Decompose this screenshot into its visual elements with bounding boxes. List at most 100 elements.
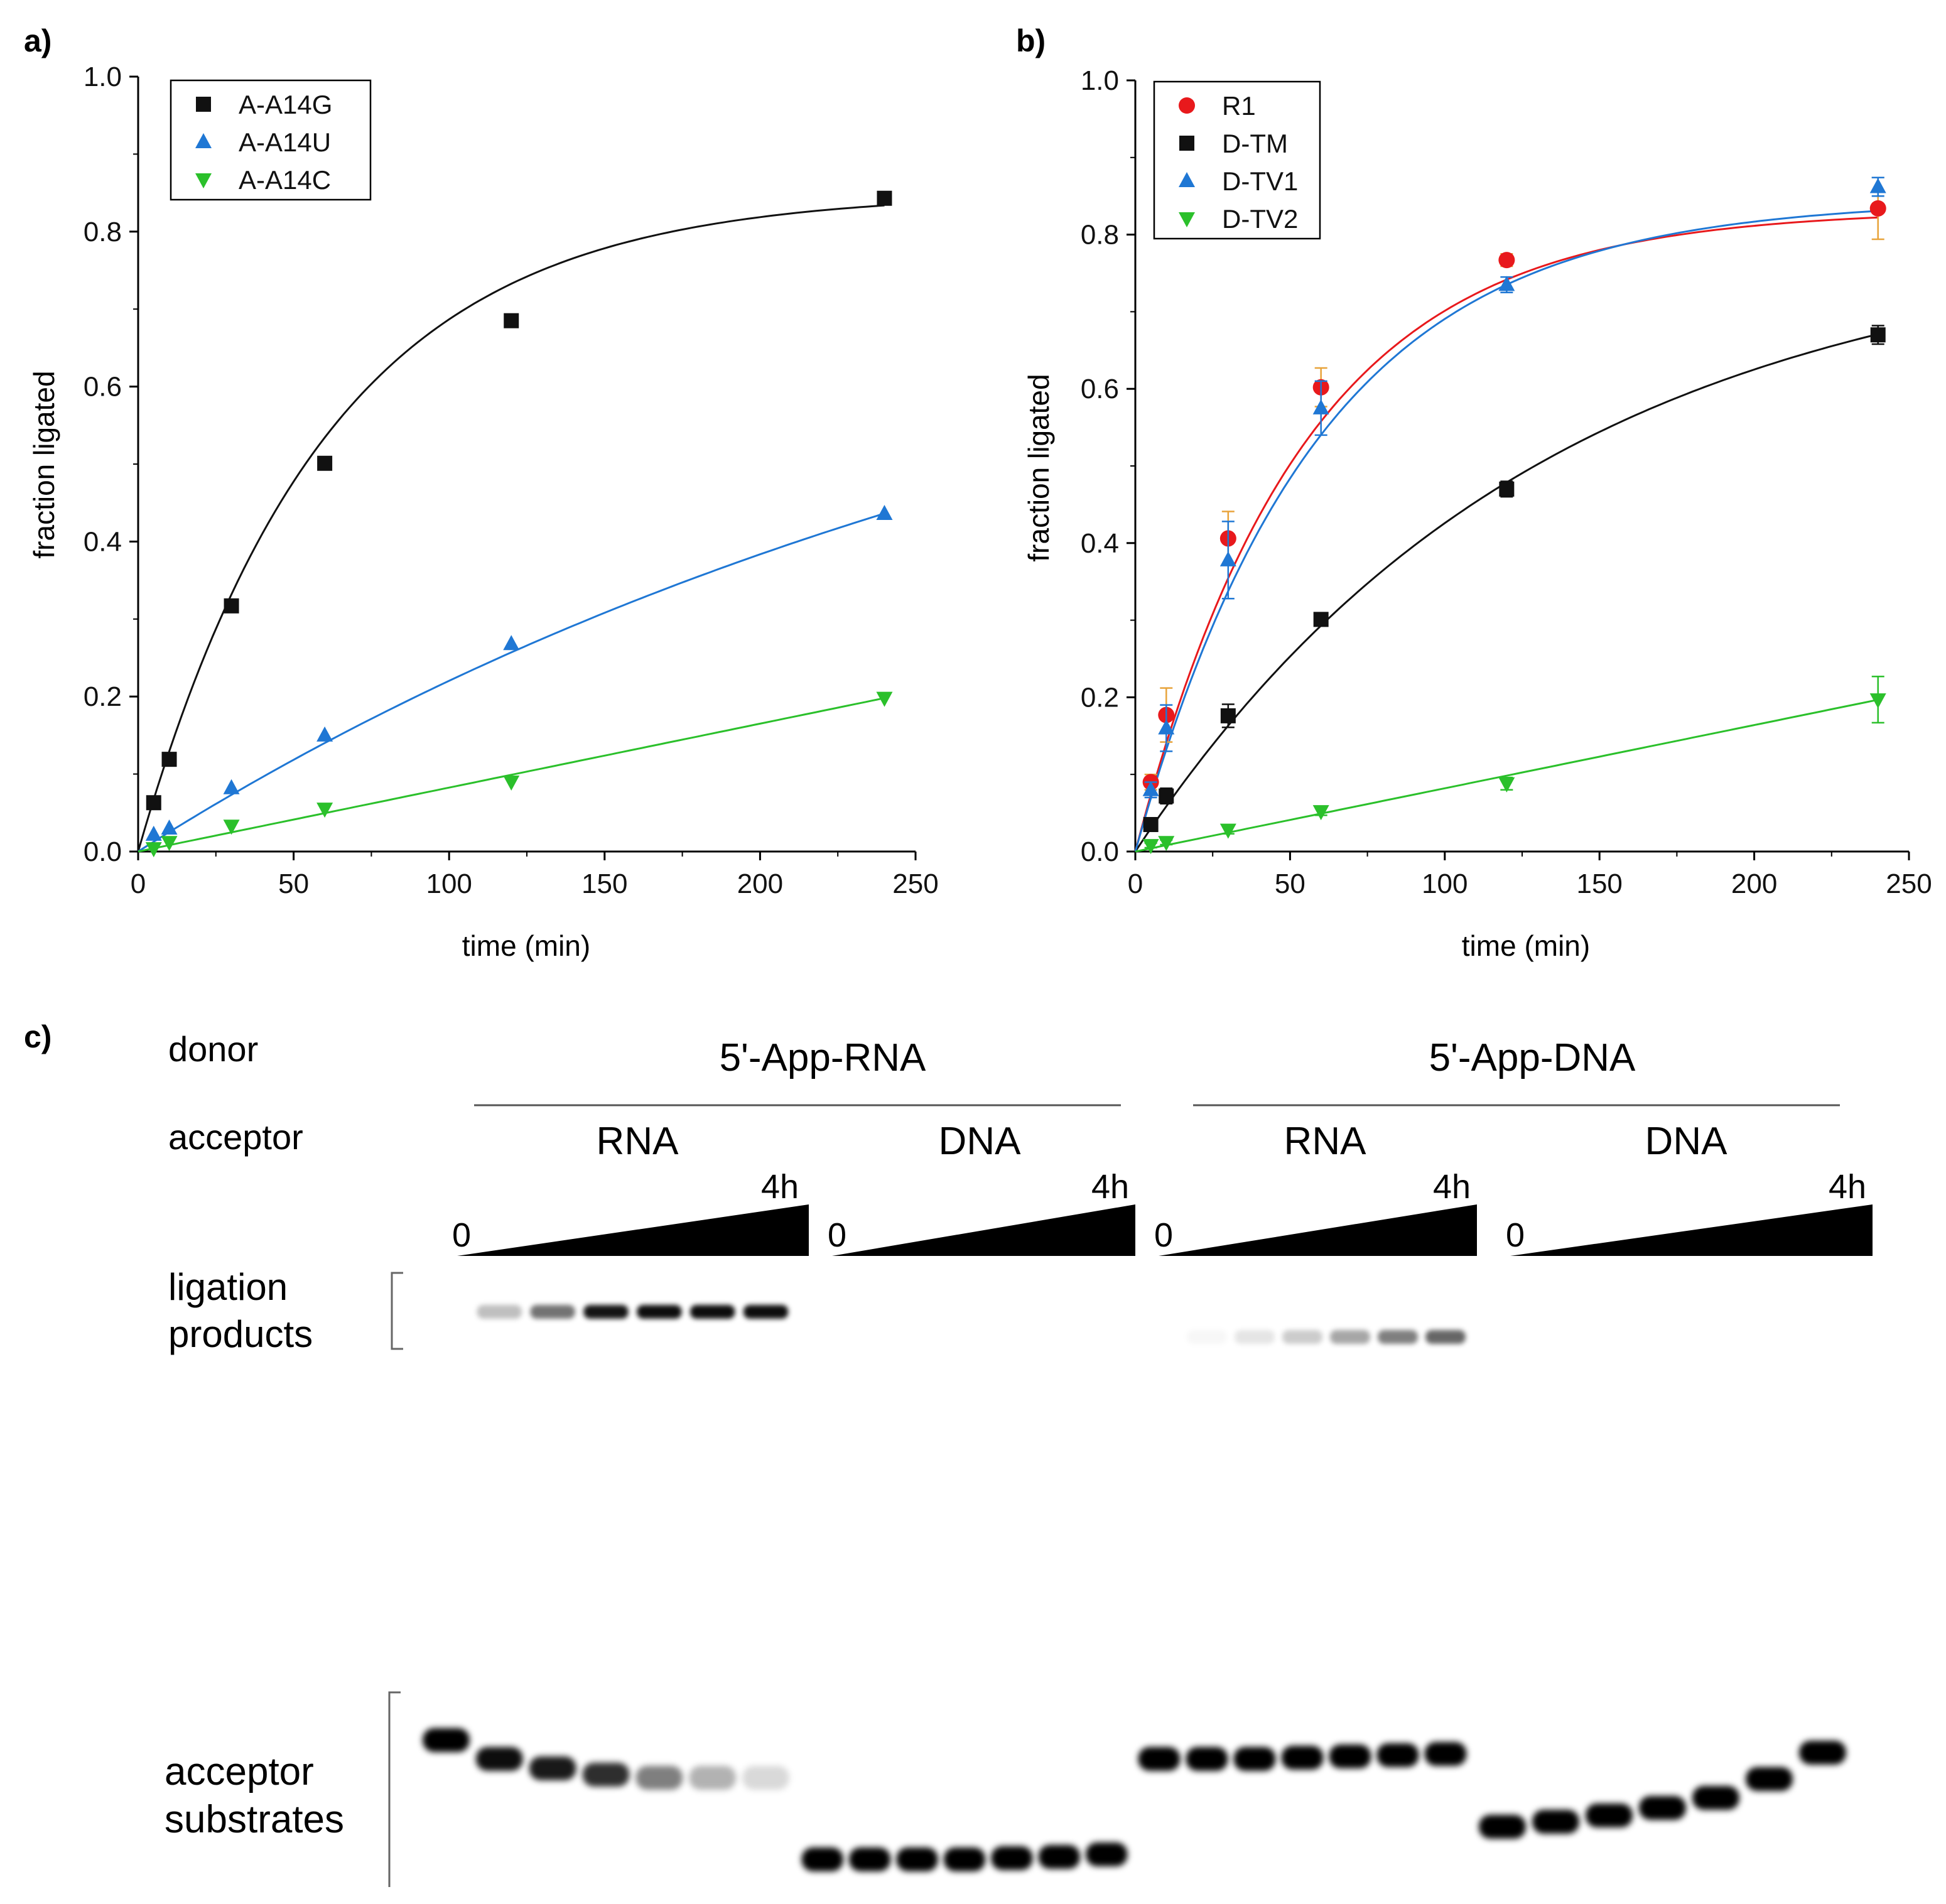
time-end-1: 4h [761,1168,799,1206]
substrate-band [1639,1796,1686,1820]
substrate-band [896,1847,938,1871]
product-band [530,1305,575,1319]
chart-a-fit-a-a14g [137,204,885,852]
substrate-band [689,1766,737,1790]
chart-a-legend-marker-a-a14g [196,97,211,112]
chart-a-legend-marker-a-a14u [195,133,212,148]
substrate-band [1233,1747,1276,1771]
time-start-2: 0 [828,1216,846,1254]
substrate-band [1138,1747,1181,1771]
chart-b-legend-label-d-tm: D-TM [1222,129,1288,158]
chart-a-legend-marker-a-a14c [195,173,212,188]
acceptor-label: acceptor [168,1117,303,1157]
chart-a-x-tick-label: 100 [426,868,472,899]
substrate-band [1376,1743,1419,1767]
time-wedge-shape-4 [1510,1204,1873,1256]
substrate-band [529,1756,576,1780]
substrate-band [1799,1741,1846,1765]
substrate-band [582,1763,630,1787]
product-band [637,1305,682,1319]
chart-b-legend-label-d-tv2: D-TV2 [1222,204,1298,234]
product-band [1187,1330,1227,1344]
chart-b-y-tick-label: 0.6 [1081,374,1119,404]
chart-a-point-a-a14g [877,190,892,206]
substrate-band [943,1847,986,1871]
time-start-1: 0 [452,1216,471,1254]
time-end-3: 4h [1433,1168,1471,1206]
chart-b-y-tick-label: 0.2 [1081,682,1119,713]
substrates-label-line2: substrates [165,1798,344,1841]
donor-group-app-rna: 5'-App-RNA [720,1036,926,1079]
chart-b-x-tick-label: 50 [1275,868,1305,899]
chart-b-point-d-tv2 [1219,823,1236,839]
time-wedge-4: 0 4h [1506,1168,1873,1256]
chart-a-x-tick-label: 250 [892,868,938,899]
chart-b-point-d-tm [1313,612,1329,627]
chart-a-point-a-a14g [317,455,333,471]
chart-a-legend-label-a-a14u: A-A14U [239,127,331,157]
substrate-band [1329,1744,1371,1768]
substrate-band [1038,1845,1081,1869]
chart-b-point-d-tv2 [1142,839,1159,855]
chart-a-point-a-a14c [316,803,333,818]
acceptor-group-2: DNA [939,1120,1022,1163]
chart-b-point-d-tv1 [1219,551,1236,566]
donor-label: donor [168,1029,258,1069]
substrate-band [1532,1810,1579,1834]
chart-a-point-a-a14u [223,779,240,794]
substrate-band [1086,1842,1128,1866]
substrate-band [1424,1742,1467,1766]
product-band [1235,1330,1275,1344]
gel-bands [423,1305,1846,1871]
chart-b-point-r1 [1498,252,1515,269]
chart-a-point-a-a14u [503,635,520,651]
panel-b: b) 0 50 100 150 200 250 0.0 0.2 0.4 0.6 0.8 1.0 R1 D-… [1016,23,1932,962]
chart-b-legend-label-r1: R1 [1222,91,1256,121]
chart-a-y-tick-label: 0.4 [84,526,122,557]
chart-b-fit-r1 [1134,216,1878,852]
time-start-3: 0 [1154,1216,1173,1254]
chart-b-legend-marker-d-tv1 [1179,172,1195,187]
time-wedge-1: 0 4h [452,1168,809,1256]
substrate-band [1586,1804,1633,1827]
panel-c: c) donor acceptor 5'-App-RNA 5'-App-DNA … [24,1019,1873,1887]
substrate-band [1692,1786,1739,1810]
product-band [1378,1330,1418,1344]
products-bracket [391,1272,403,1350]
chart-a-point-a-a14g [161,752,177,767]
chart-a-point-a-a14c [161,836,178,852]
chart-b-fit-d-tm [1134,333,1879,852]
chart-b-point-d-tm [1159,788,1174,804]
chart-a-x-tick-label: 150 [581,868,627,899]
chart-b-fit-d-tv2 [1135,698,1878,853]
product-band [1425,1330,1466,1344]
chart-b-legend-marker-r1 [1179,97,1195,114]
chart-b-legend-label-d-tv1: D-TV1 [1222,166,1298,196]
chart-b-point-d-tm [1220,708,1236,723]
chart-a-fit-a-a14u [138,512,885,853]
time-wedge-shape-1 [457,1204,809,1256]
substrate-band [1186,1747,1228,1771]
product-band [477,1305,522,1319]
chart-b-point-d-tv2 [1158,836,1175,852]
chart-b-point-d-tv2 [1312,805,1329,821]
product-band [690,1305,735,1319]
panel-label-a: a) [24,23,51,58]
substrates-label-line1: acceptor [165,1750,314,1793]
chart-b-point-d-tm [1870,327,1886,343]
acceptor-group-3: RNA [1284,1120,1367,1163]
chart-a-x-tick-label: 50 [278,868,309,899]
chart-a-point-a-a14g [146,795,161,811]
substrate-band [423,1728,470,1752]
products-label-line2: products [168,1313,313,1355]
substrate-band [1746,1767,1793,1791]
x-axis-label-a: time (min) [462,929,590,962]
time-wedge-3: 0 4h [1154,1168,1477,1256]
chart-b-point-d-tv2 [1869,693,1886,709]
chart-a-legend-label-a-a14g: A-A14G [239,90,332,119]
panel-a: a) 0 50 100 150 200 250 0.0 0.2 0.4 0.6 0.8 1.0 A-A1… [24,23,939,962]
time-wedge-2: 0 4h [828,1168,1135,1256]
chart-a-point-a-a14g [224,598,239,614]
substrate-band [848,1847,891,1871]
